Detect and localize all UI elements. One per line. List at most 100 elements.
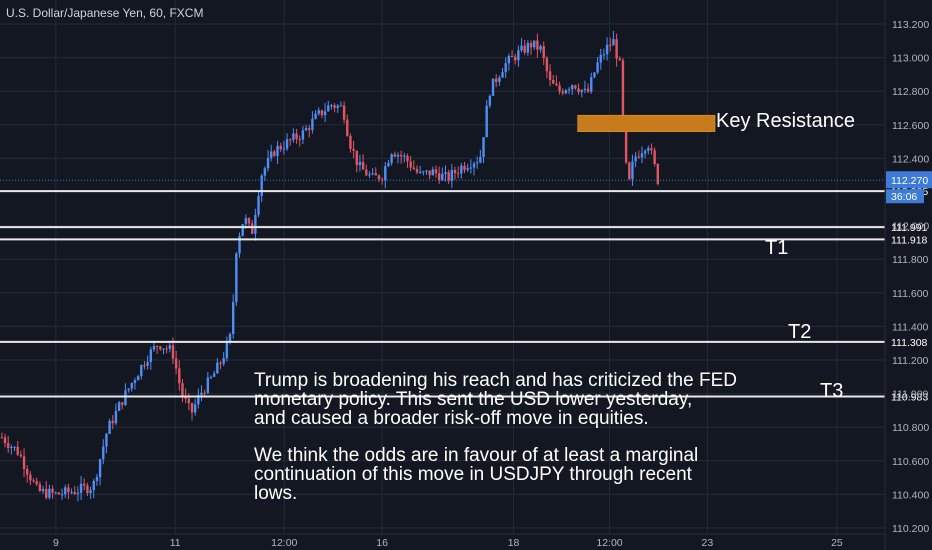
candle-body bbox=[418, 171, 422, 173]
candle-body bbox=[564, 90, 568, 94]
candle-body bbox=[174, 358, 178, 369]
current-price-badge bbox=[886, 171, 932, 189]
candle-body bbox=[228, 333, 232, 342]
commentary-paragraph-2: We think the odds are in favour of at le… bbox=[254, 445, 699, 504]
countdown-label: 36:06 bbox=[891, 191, 917, 203]
candle-body bbox=[57, 492, 61, 495]
t1-label: T1 bbox=[765, 237, 788, 259]
candle-body bbox=[428, 170, 431, 176]
candle-body bbox=[254, 214, 257, 234]
candle-body bbox=[628, 162, 631, 180]
price-axis[interactable]: 113.200 113.000 112.800 112.600 112.400 112.0… bbox=[884, 0, 932, 550]
candle-body bbox=[456, 173, 460, 175]
price-tick-label: 113.000 bbox=[892, 53, 929, 65]
candle-body bbox=[3, 437, 7, 444]
candle-body bbox=[165, 348, 168, 350]
candle-body bbox=[219, 362, 222, 364]
price-tick-label: 112.400 bbox=[892, 153, 929, 165]
price-tick-label: 110.600 bbox=[892, 456, 929, 468]
candle-body bbox=[441, 173, 444, 181]
candle-body bbox=[35, 481, 38, 485]
candle-body bbox=[304, 128, 308, 131]
candle-body bbox=[342, 105, 346, 120]
candle-body bbox=[285, 139, 289, 149]
price-tick-label: 110.200 bbox=[892, 523, 929, 535]
candle-body bbox=[111, 420, 114, 424]
candle-body bbox=[149, 349, 152, 362]
current-price-label: 112.270 bbox=[891, 175, 928, 187]
candle-body bbox=[504, 63, 507, 73]
price-tick-label: 112.600 bbox=[892, 120, 929, 132]
candle-body bbox=[605, 44, 609, 55]
price-tick-label: 113.200 bbox=[892, 19, 929, 31]
candle-body bbox=[86, 485, 89, 494]
candle-body bbox=[26, 468, 29, 475]
candle-body bbox=[83, 483, 86, 486]
candle-body bbox=[225, 341, 229, 359]
candle-body bbox=[571, 85, 574, 90]
price-tick-label: 111.000 bbox=[892, 389, 929, 401]
candle-body bbox=[567, 89, 571, 91]
candle-body bbox=[314, 113, 317, 119]
candle-body bbox=[143, 365, 146, 367]
price-tick-label: 110.400 bbox=[892, 489, 929, 501]
price-tick-label: 111.200 bbox=[892, 355, 929, 367]
candle-body bbox=[238, 235, 241, 254]
candle-body bbox=[517, 50, 520, 61]
candle-body bbox=[444, 172, 447, 174]
candle-body bbox=[514, 56, 517, 61]
candle-body bbox=[89, 490, 92, 494]
candle-body bbox=[339, 105, 343, 107]
candle-body bbox=[257, 196, 260, 215]
candle-body bbox=[542, 46, 545, 59]
candle-body bbox=[618, 58, 621, 61]
time-tick-label: 9 bbox=[53, 537, 59, 549]
time-tick-label: 12:00 bbox=[271, 537, 297, 549]
candle-body bbox=[583, 88, 587, 90]
candle-body bbox=[266, 157, 270, 169]
candle-body bbox=[548, 71, 552, 81]
candle-body bbox=[529, 43, 533, 48]
candle-body bbox=[295, 133, 298, 139]
candle-body bbox=[105, 433, 108, 447]
candle-body bbox=[162, 348, 165, 350]
candle-body bbox=[349, 135, 352, 149]
candle-body bbox=[650, 148, 653, 151]
time-axis[interactable]: 9 11 12:00 16 18 12:00 23 25 bbox=[0, 533, 885, 549]
candle-body bbox=[653, 150, 656, 165]
chart-grid bbox=[0, 0, 885, 534]
candle-body bbox=[545, 58, 549, 72]
candle-body bbox=[384, 166, 387, 181]
candle-body bbox=[523, 45, 526, 53]
candle-body bbox=[133, 380, 137, 383]
candle-body bbox=[472, 163, 476, 168]
candle-body bbox=[276, 145, 279, 156]
candle-body bbox=[51, 488, 54, 493]
candle-body bbox=[580, 89, 583, 93]
candle-body bbox=[282, 148, 286, 150]
candle-body bbox=[48, 488, 51, 498]
candle-body bbox=[377, 175, 381, 180]
key-resistance-zone[interactable] bbox=[577, 114, 716, 132]
candle-body bbox=[130, 382, 133, 389]
candle-body bbox=[466, 168, 469, 170]
candle-body bbox=[494, 78, 498, 82]
candle-body bbox=[121, 402, 124, 405]
resistance-box[interactable] bbox=[577, 114, 716, 132]
candle-body bbox=[114, 410, 118, 424]
level-badge bbox=[886, 388, 932, 405]
candle-body bbox=[612, 39, 615, 46]
candle-body bbox=[29, 474, 32, 481]
candle-body bbox=[273, 151, 276, 156]
candle-body bbox=[593, 72, 596, 78]
candle-body bbox=[231, 301, 235, 334]
candle-body bbox=[67, 487, 70, 493]
candle-body bbox=[447, 172, 450, 181]
candle-body bbox=[371, 173, 374, 175]
candle-body bbox=[539, 46, 542, 50]
candle-body bbox=[127, 388, 130, 391]
level-badge bbox=[886, 231, 932, 248]
candle-body bbox=[656, 164, 660, 184]
candle-body bbox=[330, 105, 333, 107]
